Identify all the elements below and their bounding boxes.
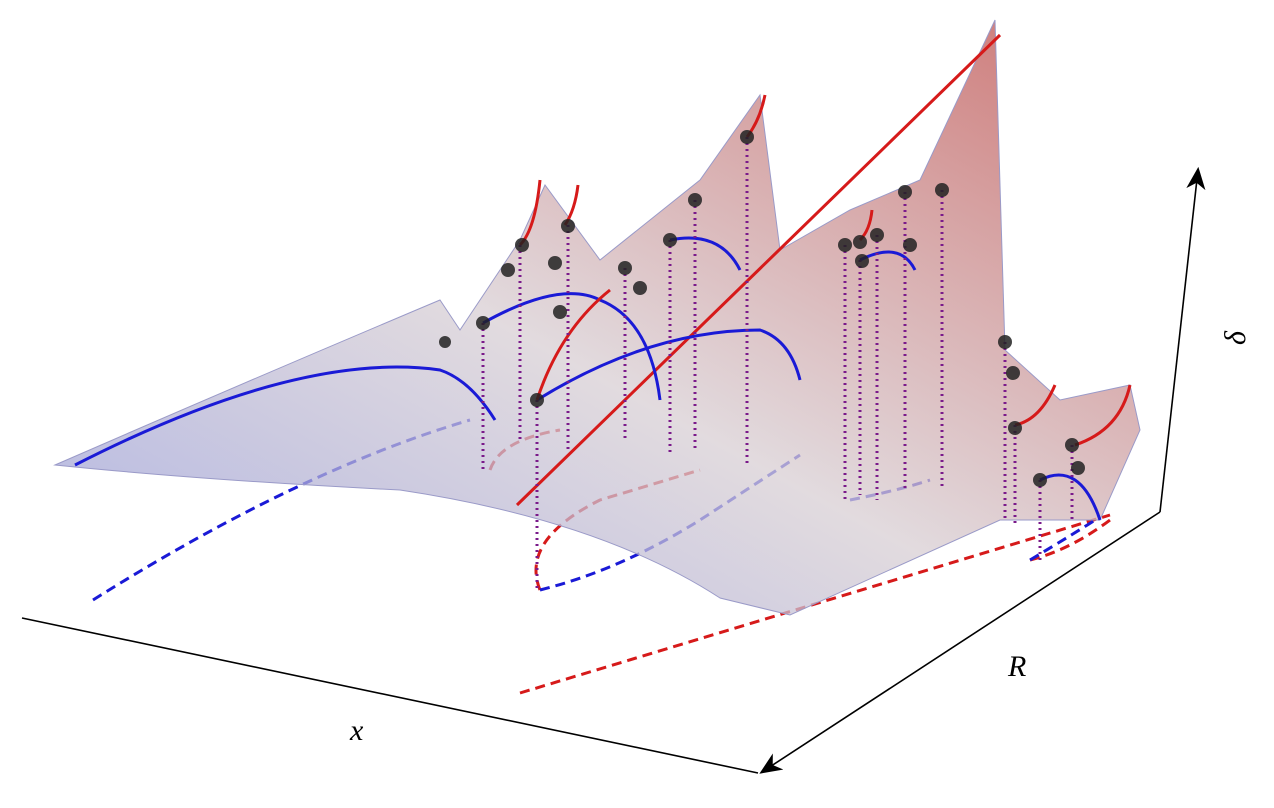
point — [870, 228, 884, 242]
point — [740, 130, 754, 144]
red-projection — [1029, 518, 1111, 562]
red-curve — [515, 33, 1002, 507]
blue-projection — [1029, 518, 1096, 562]
dotted-drops — [481, 137, 1074, 590]
blue-curve — [74, 365, 497, 467]
point — [903, 238, 917, 252]
delta-axis — [1159, 166, 1206, 513]
r-axis — [759, 511, 1161, 774]
point — [898, 185, 912, 199]
point — [633, 281, 647, 295]
r-axis-label: R — [1007, 650, 1026, 683]
point — [476, 316, 490, 330]
point — [1006, 366, 1020, 380]
blue-curve — [669, 236, 742, 271]
point — [855, 254, 869, 268]
point — [515, 238, 529, 252]
surface-curves — [74, 33, 1132, 521]
point — [561, 219, 575, 233]
red-curve — [518, 94, 1132, 447]
points — [439, 130, 1085, 487]
point — [1008, 421, 1022, 435]
delta-axis-label: δ — [1219, 330, 1252, 345]
red-curve — [535, 288, 611, 401]
point — [663, 233, 677, 247]
point — [439, 336, 451, 348]
point — [935, 183, 949, 197]
point — [688, 193, 702, 207]
x-axis — [21, 617, 759, 774]
blue-curve — [1039, 473, 1102, 521]
point — [853, 235, 867, 249]
point — [501, 263, 515, 277]
point — [998, 335, 1012, 349]
point — [548, 256, 562, 270]
point — [553, 305, 567, 319]
point — [530, 393, 544, 407]
surface — [53, 19, 1141, 616]
point — [1033, 473, 1047, 487]
point — [1071, 461, 1085, 475]
point — [1065, 438, 1079, 452]
x-axis-label: x — [349, 714, 364, 747]
blue-curve — [536, 328, 802, 402]
point — [618, 261, 632, 275]
dotted-line — [481, 137, 1074, 590]
point — [838, 238, 852, 252]
